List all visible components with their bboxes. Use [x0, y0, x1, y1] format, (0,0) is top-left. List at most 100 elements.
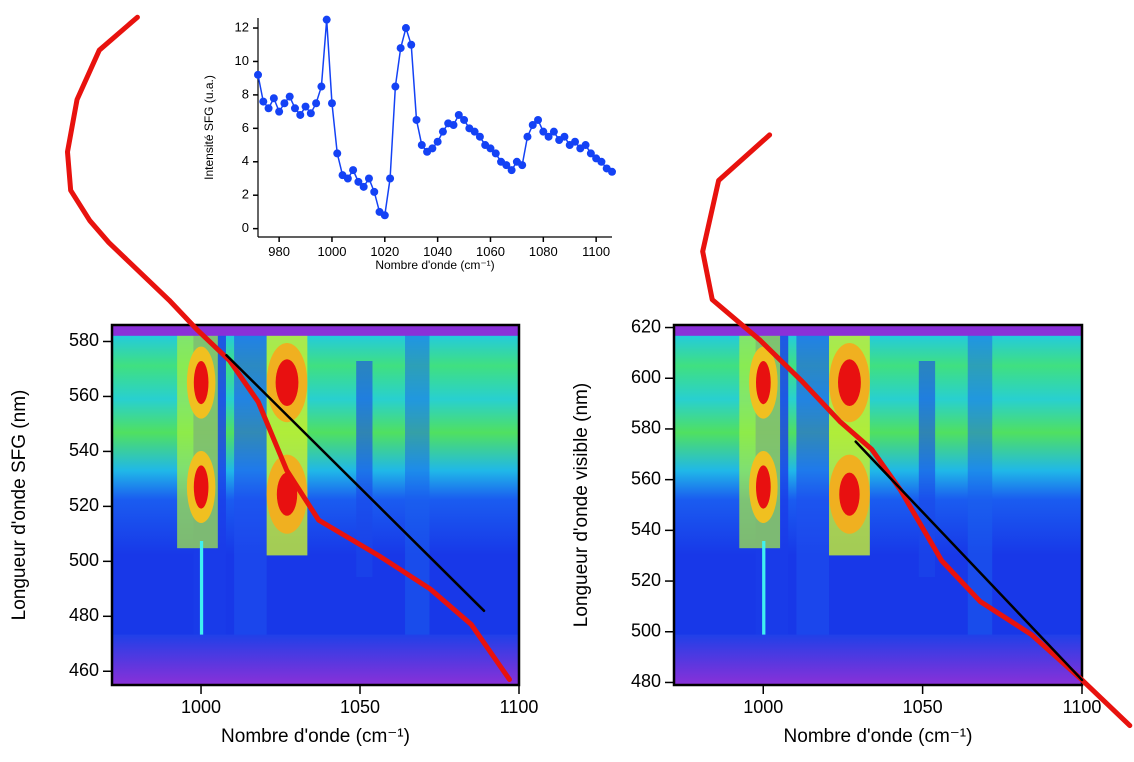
y-tick-label: 520	[69, 495, 99, 515]
data-point	[259, 97, 268, 106]
y-tick-label: 12	[235, 19, 249, 34]
y-tick-label: 10	[235, 53, 249, 68]
data-point	[571, 137, 580, 146]
plot-frame	[110, 323, 521, 687]
data-point	[396, 44, 405, 53]
x-tick-label: 1060	[476, 244, 505, 259]
data-point	[364, 174, 373, 183]
data-point	[475, 132, 484, 141]
x-tick-label: 1100	[582, 244, 610, 259]
x-tick-label: 1000	[181, 697, 221, 717]
x-axis-label: Nombre d'onde (cm⁻¹)	[375, 258, 494, 272]
x-tick-label: 1100	[500, 697, 539, 717]
y-tick-label: 560	[69, 385, 99, 405]
y-axis-label: Longueur d'onde visible (nm)	[571, 383, 592, 627]
data-point	[280, 99, 289, 108]
black-line	[225, 353, 486, 613]
data-point	[306, 109, 315, 118]
data-point	[296, 110, 305, 119]
y-tick-label: 600	[631, 367, 661, 387]
data-point	[507, 166, 516, 175]
y-tick-label: 500	[631, 621, 661, 641]
x-tick-label: 980	[268, 244, 290, 259]
y-tick-label: 520	[631, 570, 661, 590]
data-point	[449, 120, 458, 129]
data-point	[470, 127, 479, 136]
data-point	[327, 99, 336, 108]
data-point	[354, 177, 363, 186]
data-point	[417, 141, 426, 150]
x-tick-label: 1020	[370, 244, 399, 259]
x-tick-label: 1040	[423, 244, 452, 259]
data-point	[401, 24, 410, 33]
y-tick-label: 580	[69, 330, 99, 350]
x-tick-label: 1100	[1063, 697, 1102, 717]
data-point	[370, 187, 379, 196]
y-tick-label: 540	[631, 519, 661, 539]
data-point	[359, 182, 368, 191]
y-tick-label: 580	[631, 418, 661, 438]
data-point	[322, 15, 331, 24]
data-point	[586, 149, 595, 158]
x-tick-label: 1050	[340, 697, 380, 717]
data-point	[349, 166, 358, 175]
data-point	[460, 115, 469, 124]
y-tick-label: 560	[631, 468, 661, 488]
heatmap-image	[112, 325, 519, 685]
data-point	[269, 94, 278, 103]
plot-frame	[672, 323, 1084, 687]
data-point	[254, 70, 262, 79]
x-tick-label: 1080	[529, 244, 558, 259]
data-point	[486, 144, 495, 153]
red-curve	[700, 132, 1133, 729]
y-tick-label: 8	[242, 86, 249, 101]
x-tick-label: 1000	[743, 697, 783, 717]
data-point	[523, 132, 532, 141]
data-point	[391, 82, 400, 91]
data-point	[386, 174, 395, 183]
data-point	[581, 141, 590, 150]
data-point	[428, 144, 437, 153]
x-tick-label: 1000	[318, 244, 347, 259]
data-point	[454, 110, 463, 119]
y-axis-label: Intensité SFG (u.a.)	[202, 75, 216, 180]
y-tick-label: 620	[631, 316, 661, 336]
y-tick-label: 2	[242, 187, 249, 202]
data-point	[333, 149, 342, 158]
data-line	[257, 19, 613, 217]
data-point	[407, 40, 416, 49]
red-curve	[64, 14, 512, 683]
data-point	[597, 157, 606, 166]
data-point	[285, 92, 294, 101]
data-point	[518, 161, 527, 170]
y-axis-label: Longueur d'onde SFG (nm)	[9, 390, 30, 621]
data-point	[438, 127, 447, 136]
data-point	[544, 132, 553, 141]
y-tick-label: 480	[69, 605, 99, 625]
data-point	[312, 99, 321, 108]
data-point	[528, 120, 537, 129]
y-tick-label: 480	[631, 671, 661, 691]
y-tick-label: 4	[242, 153, 249, 168]
x-tick-label: 1050	[903, 697, 943, 717]
data-point	[549, 127, 558, 136]
y-tick-label: 500	[69, 550, 99, 570]
x-axis-label: Nombre d'onde (cm⁻¹)	[221, 726, 410, 747]
data-point	[608, 167, 616, 176]
data-point	[534, 115, 543, 124]
black-line	[854, 440, 1084, 682]
data-point	[317, 82, 326, 91]
data-point	[412, 115, 421, 124]
heatmap-image	[674, 325, 1082, 685]
data-point	[301, 102, 310, 111]
y-tick-label: 6	[242, 120, 249, 135]
x-axis-label: Nombre d'onde (cm⁻¹)	[784, 726, 973, 747]
data-point	[433, 137, 442, 146]
y-tick-label: 460	[69, 660, 99, 680]
y-tick-label: 540	[69, 440, 99, 460]
data-point	[275, 107, 284, 116]
data-point	[502, 161, 511, 170]
data-point	[539, 127, 548, 136]
y-tick-label: 0	[242, 220, 249, 235]
